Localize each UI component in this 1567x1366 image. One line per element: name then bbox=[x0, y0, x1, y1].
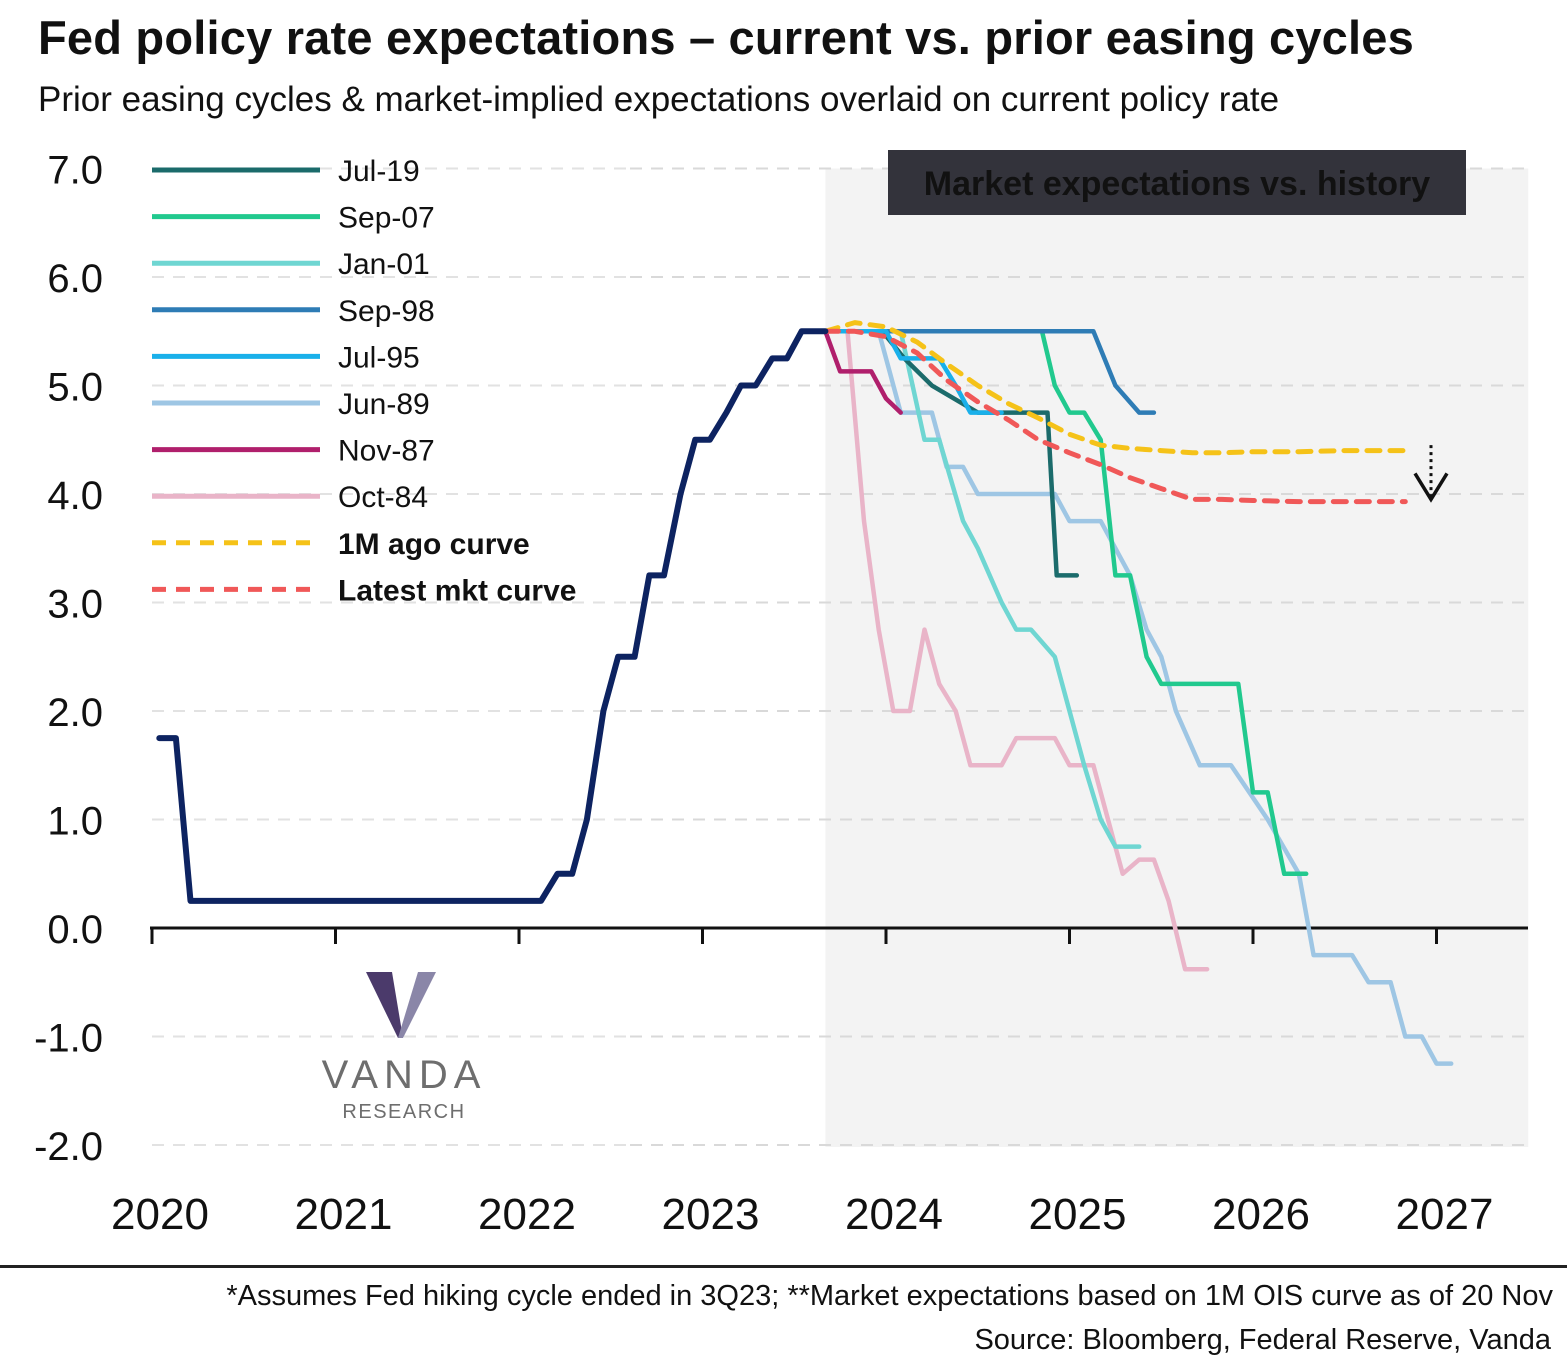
x-tick-label: 2026 bbox=[1212, 1190, 1310, 1239]
current-policy-rate-line bbox=[156, 328, 829, 904]
logo-name: VANDA bbox=[322, 1053, 487, 1097]
y-tick-label: -2.0 bbox=[34, 1125, 103, 1169]
series-line-sep-98 bbox=[823, 329, 1157, 415]
axes: -2.0 -1.0 0.0 1.0 2.0 3.0 4.0 5.0 6.0 7.0 2020 2021… bbox=[34, 149, 1528, 1239]
y-tick-label: 6.0 bbox=[47, 257, 103, 301]
x-tick-label: 2024 bbox=[845, 1190, 943, 1239]
legend: Jul-19 Sep-07 Jan-01 Sep-98 Jul-95 Jun-89 Nov-… bbox=[152, 155, 576, 607]
vanda-logo: VANDA RESEARCH bbox=[322, 972, 487, 1123]
legend-label: Jul-95 bbox=[338, 341, 420, 374]
series-line-oct-84 bbox=[823, 329, 1210, 972]
x-tick-label: 2027 bbox=[1396, 1190, 1494, 1239]
x-tick-label: 2022 bbox=[478, 1190, 576, 1239]
down-arrow-head bbox=[1413, 472, 1449, 503]
chart-subtitle: Prior easing cycles & market-implied exp… bbox=[38, 80, 1280, 119]
series-lines bbox=[156, 320, 1454, 1066]
legend-label: Jan-01 bbox=[338, 248, 430, 281]
series-line-nov-87 bbox=[823, 329, 903, 415]
annotation-box bbox=[888, 150, 1466, 215]
x-tick-label: 2020 bbox=[111, 1190, 209, 1239]
y-tick-label: 2.0 bbox=[47, 691, 103, 735]
logo-sub: RESEARCH bbox=[342, 1101, 465, 1123]
legend-label: Nov-87 bbox=[338, 435, 435, 468]
logo-v-mark bbox=[366, 972, 403, 1038]
legend-label: Jul-19 bbox=[338, 155, 420, 188]
series-line-sep-07 bbox=[823, 329, 1309, 877]
x-tick-label: 2021 bbox=[295, 1190, 393, 1239]
legend-label: Latest mkt curve bbox=[338, 574, 576, 607]
y-tick-label: -1.0 bbox=[34, 1017, 103, 1061]
footer-divider bbox=[0, 1265, 1567, 1268]
series-line-jun-89 bbox=[823, 329, 1454, 1066]
legend-label: Sep-07 bbox=[338, 202, 435, 235]
y-tick-label: 7.0 bbox=[47, 149, 103, 193]
legend-label: Sep-98 bbox=[338, 295, 435, 328]
x-tick-label: 2023 bbox=[662, 1190, 760, 1239]
logo-v-mark-right bbox=[398, 972, 436, 1038]
legend-label: Oct-84 bbox=[338, 481, 428, 514]
series-line-jan-01 bbox=[823, 329, 1142, 849]
footnote: *Assumes Fed hiking cycle ended in 3Q23;… bbox=[226, 1280, 1553, 1312]
y-tick-label: 4.0 bbox=[47, 474, 103, 518]
annotations: Market expectations vs. history bbox=[888, 150, 1466, 503]
source-note: Source: Bloomberg, Federal Reserve, Vand… bbox=[974, 1324, 1551, 1356]
y-tick-label: 3.0 bbox=[47, 583, 103, 627]
chart-title: Fed policy rate expectations – current v… bbox=[38, 11, 1414, 64]
annotation-box-text: Market expectations vs. history bbox=[924, 165, 1431, 203]
y-tick-label: 0.0 bbox=[47, 908, 103, 952]
series-line-1m-ago-curve bbox=[822, 320, 1408, 456]
x-tick-label: 2025 bbox=[1029, 1190, 1127, 1239]
y-tick-label: 5.0 bbox=[47, 366, 103, 410]
series-line-latest-mkt-curve bbox=[822, 328, 1408, 505]
y-tick-label: 1.0 bbox=[47, 800, 103, 844]
legend-label: 1M ago curve bbox=[338, 528, 530, 561]
legend-label: Jun-89 bbox=[338, 388, 430, 421]
